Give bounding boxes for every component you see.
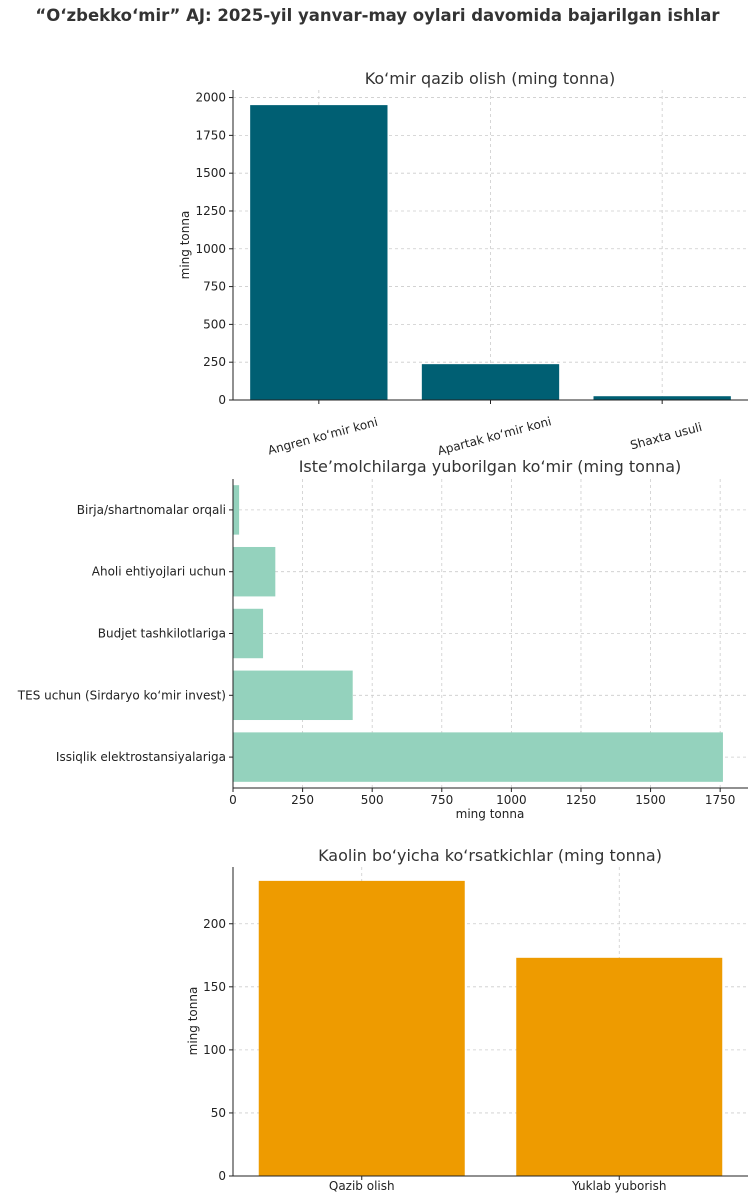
bar (233, 546, 276, 597)
x-tick-label: 1500 (635, 793, 666, 807)
y-tick-label: 0 (218, 1169, 226, 1183)
chart-kaolin-yticks: 0 50 100 150 200 (203, 917, 233, 1183)
y-tick-label: 1000 (195, 242, 226, 256)
y-tick-label: Budjet tashkilotlariga (98, 627, 226, 641)
bar (421, 364, 560, 400)
page-title: “O‘zbekko‘mir” AJ: 2025-yil yanvar-may o… (35, 6, 720, 25)
chart-kaolin-bars (258, 880, 723, 1176)
x-tick-label: Apartak ko‘mir koni (436, 414, 553, 458)
bar (593, 396, 731, 400)
chart-coal-mining-title: Ko‘mir qazib olish (ming tonna) (365, 69, 616, 88)
chart-coal-mining: Ko‘mir qazib olish (ming tonna) ming ton… (178, 69, 748, 458)
bar (233, 485, 240, 535)
y-tick-label: 1250 (195, 204, 226, 218)
x-tick-label: 1000 (496, 793, 527, 807)
x-tick-label: Qazib olish (329, 1179, 395, 1193)
chart-coal-shipments-xlabel: ming tonna (456, 807, 525, 821)
x-tick-label: 1250 (566, 793, 597, 807)
y-tick-label: 200 (203, 917, 226, 931)
chart-coal-shipments-xticks: 0 250 500 750 1000 1250 1500 1750 (229, 788, 735, 807)
x-tick-label: Angren ko‘mir koni (266, 415, 379, 458)
bar (516, 957, 723, 1176)
y-tick-label: 250 (203, 355, 226, 369)
y-tick-label: 0 (218, 393, 226, 407)
bar (233, 670, 353, 721)
chart-kaolin-title: Kaolin bo‘yicha ko‘rsatkichlar (ming ton… (318, 846, 662, 865)
bar (233, 608, 264, 659)
y-tick-label: 2000 (195, 91, 226, 105)
x-tick-label: 500 (361, 793, 384, 807)
y-tick-label: Issiqlik elektrostansiyalariga (56, 750, 226, 764)
y-tick-label: 1750 (195, 128, 226, 142)
y-tick-label: 750 (203, 280, 226, 294)
chart-coal-mining-xticks: Angren ko‘mir koni Apartak ko‘mir koni Sha… (266, 400, 704, 458)
chart-coal-mining-bars (250, 105, 731, 400)
bar (250, 105, 388, 400)
x-tick-label: 1750 (705, 793, 736, 807)
x-tick-label: 0 (229, 793, 237, 807)
y-tick-label: 150 (203, 980, 226, 994)
chart-kaolin: Kaolin bo‘yicha ko‘rsatkichlar (ming ton… (186, 846, 748, 1193)
bar (258, 880, 465, 1176)
y-tick-label: 50 (211, 1106, 226, 1120)
y-tick-label: Birja/shartnomalar orqali (77, 503, 226, 517)
x-tick-label: Shaxta usuli (629, 420, 704, 453)
x-tick-label: Yuklab yuborish (571, 1179, 666, 1193)
chart-coal-shipments-title: Iste’molchilarga yuborilgan ko‘mir (ming… (299, 457, 682, 476)
x-tick-label: 250 (291, 793, 314, 807)
y-tick-label: TES uchun (Sirdaryo ko‘mir invest) (17, 688, 226, 702)
bar (233, 732, 723, 782)
y-tick-label: Aholi ehtiyojlari uchun (92, 565, 226, 579)
chart-kaolin-xticks: Qazib olish Yuklab yuborish (329, 1176, 666, 1193)
chart-kaolin-ylabel: ming tonna (186, 987, 200, 1056)
y-tick-label: 500 (203, 317, 226, 331)
chart-coal-shipments-bars (233, 485, 723, 782)
x-tick-label: 750 (430, 793, 453, 807)
chart-coal-shipments: Iste’molchilarga yuborilgan ko‘mir (ming… (17, 457, 748, 821)
y-tick-label: 100 (203, 1043, 226, 1057)
chart-coal-shipments-yticks: Issiqlik elektrostansiyalariga TES uchun … (17, 503, 233, 764)
chart-coal-mining-yticks: 0 250 500 750 1000 1250 1500 1750 2000 (195, 91, 233, 407)
y-tick-label: 1500 (195, 166, 226, 180)
chart-coal-mining-ylabel: ming tonna (178, 211, 192, 280)
